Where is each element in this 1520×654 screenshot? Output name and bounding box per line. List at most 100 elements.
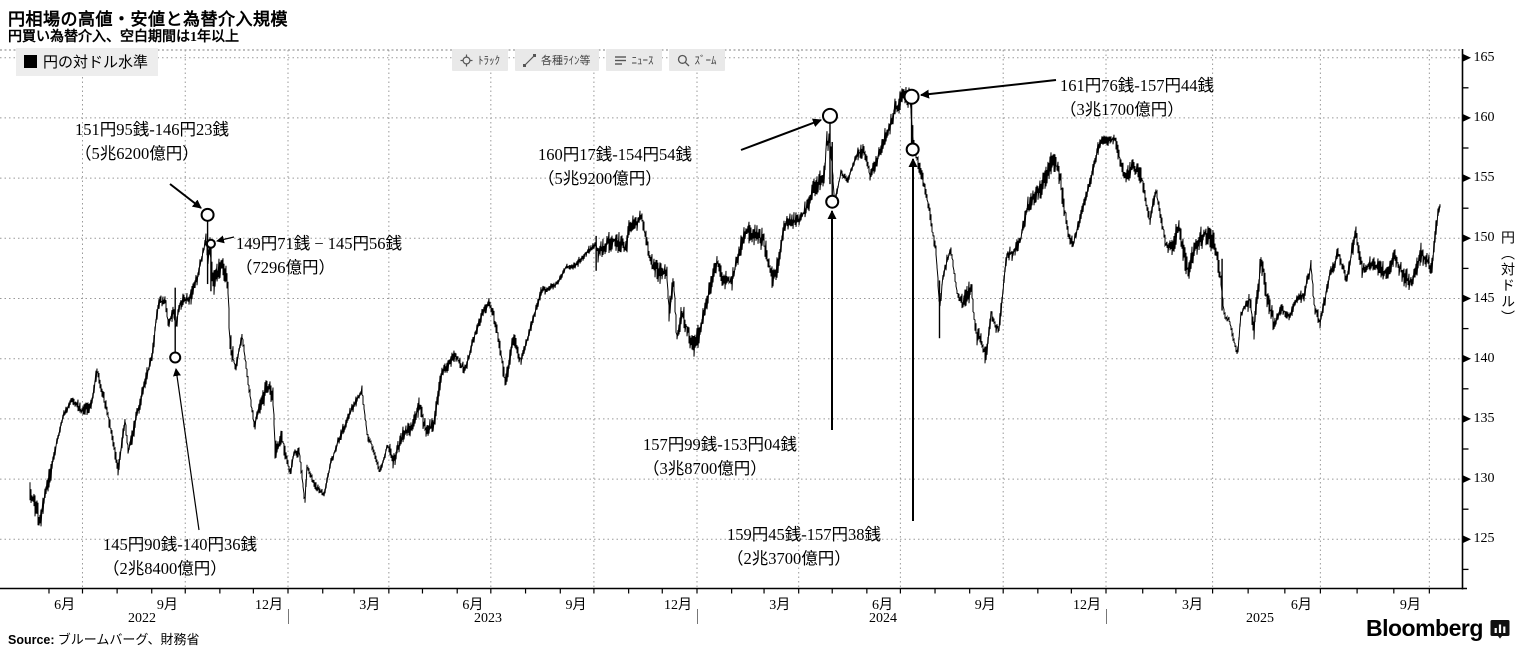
annotation-arrow [740,118,822,151]
x-axis-year-label: 2025 [1246,611,1274,626]
y-major-tick [1462,234,1471,243]
legend-label: 円の対ドル水準 [43,55,149,71]
annotation-range: 151円95銭-146円23銭 [75,120,229,139]
crosshair-icon [460,54,473,67]
toolbar-button-label: ﾄﾗｯｸ [478,55,500,67]
chart-toolbar: ﾄﾗｯｸ 各種ﾗｲﾝ等 ﾆｭｰｽ ｽﾞｰﾑ [452,49,725,71]
annotation-range: 157円99銭-153円04銭 [643,435,797,454]
x-axis-year-label: 2024 [869,611,897,626]
intervention-marker [821,107,838,124]
intervention-annotation: 161円76銭-157円44銭 （3兆1700億円） [1060,74,1214,122]
intervention-marker [205,238,216,249]
y-axis-label: 135 [1473,410,1495,426]
x-axis-month-label: 6月 [462,598,484,613]
annotation-amount: （5兆6200億円） [75,144,199,163]
intervention-annotation: 157円99銭-153円04銭 （3兆8700億円） [643,433,797,481]
y-axis-label: 130 [1473,471,1495,487]
source-text: ブルームバーグ、財務省 [57,632,200,647]
y-major-tick [1462,113,1471,122]
y-major-tick [1462,414,1471,423]
x-axis-year-label: 2023 [474,611,502,626]
annotation-arrow [216,235,235,244]
intervention-annotation: 149円71銭 − 145円56銭 （7296億円） [236,232,402,280]
usdjpy-series [29,86,1441,527]
y-axis-label: 150 [1473,230,1495,246]
legend: 円の対ドル水準 [16,48,159,76]
y-axis-label: 145 [1473,290,1495,306]
source-note: Source: ブルームバーグ、財務省 [8,629,200,648]
x-axis-month-label: 3月 [359,598,381,613]
page-subtitle: 円買い為替介入、空白期間は1年以上 [8,30,239,45]
y-axis-label: 140 [1473,350,1495,366]
toolbar-button-label: 各種ﾗｲﾝ等 [541,55,591,67]
bloomberg-logo: Bloomberg [1366,615,1510,642]
bar-chart-bubble-icon [1490,619,1510,639]
intervention-annotation: 145円90銭-140円36銭 （2兆8400億円） [103,533,257,581]
x-axis-year-separator [1106,609,1107,624]
annotation-range: 149円71銭 − 145円56銭 [236,234,403,253]
annotation-range: 145円90銭-140円36銭 [103,535,257,554]
toolbar-button-magnifier[interactable]: ｽﾞｰﾑ [668,49,725,71]
x-axis-month-label: 12月 [1073,598,1101,613]
intervention-marker [200,207,215,222]
x-axis-month-label: 12月 [663,598,692,613]
intervention-marker [825,194,840,209]
news-icon [614,54,627,67]
toolbar-button-label: ﾆｭｰｽ [631,55,654,67]
toolbar-button-crosshair[interactable]: ﾄﾗｯｸ [452,49,508,71]
x-axis-month-label: 9月 [1399,598,1421,613]
toolbar-button-line-tool[interactable]: 各種ﾗｲﾝ等 [515,49,599,71]
intervention-annotation: 151円95銭-146円23銭 （5兆6200億円） [75,118,229,166]
toolbar-button-news[interactable]: ﾆｭｰｽ [605,49,662,71]
bloomberg-wordmark: Bloomberg [1366,615,1483,641]
x-axis-month-label: 9月 [156,598,178,613]
source-prefix: Source: [8,633,55,647]
x-axis-year-label: 2022 [128,611,156,626]
annotation-arrow [920,79,1057,99]
y-major-tick [1462,535,1471,544]
page-title: 円相場の高値・安値と為替介入規模 [8,10,288,29]
y-major-tick [1462,174,1471,183]
annotation-amount: （5兆9200億円） [538,169,662,188]
line-tool-icon [523,53,536,67]
annotation-arrow [169,183,202,209]
y-axis-title: 円（対ドル） [1499,230,1514,326]
x-axis-month-label: 9月 [565,598,587,613]
x-axis-month-label: 3月 [769,598,791,613]
x-axis-month-label: 6月 [872,598,893,613]
series-swatch-icon [24,55,37,68]
annotation-amount: （3兆1700億円） [1060,100,1184,119]
x-axis-month-label: 9月 [974,598,996,613]
magnifier-icon [677,54,690,67]
annotation-range: 159円45銭-157円38銭 [727,525,881,544]
y-axis-label: 160 [1473,109,1495,125]
y-major-tick [1462,294,1471,303]
annotation-arrow [173,368,200,531]
intervention-annotation: 160円17銭-154円54銭 （5兆9200億円） [538,143,692,191]
x-axis-month-label: 6月 [54,598,76,613]
toolbar-button-label: ｽﾞｰﾑ [694,55,717,67]
x-axis-year-separator [697,609,698,624]
y-axis-label: 165 [1473,49,1495,65]
intervention-marker [903,88,920,105]
intervention-marker [169,351,182,364]
x-axis-month-label: 6月 [1290,598,1312,613]
annotation-range: 161円76銭-157円44銭 [1060,76,1214,95]
x-axis-month-label: 3月 [1181,598,1203,613]
annotation-amount: （7296億円） [236,258,335,277]
y-axis-label: 155 [1473,170,1495,186]
intervention-marker [905,142,920,157]
y-major-tick [1462,354,1471,363]
y-major-tick [1462,53,1471,62]
y-major-tick [1462,475,1471,484]
y-axis-label: 125 [1473,531,1495,547]
intervention-annotation: 159円45銭-157円38銭 （2兆3700億円） [727,523,881,571]
annotation-range: 160円17銭-154円54銭 [538,145,692,164]
annotation-amount: （2兆8400億円） [103,559,227,578]
x-axis-month-label: 12月 [255,598,283,613]
x-axis-year-separator [288,609,289,624]
annotation-amount: （3兆8700億円） [643,459,767,478]
annotation-amount: （2兆3700億円） [727,549,851,568]
